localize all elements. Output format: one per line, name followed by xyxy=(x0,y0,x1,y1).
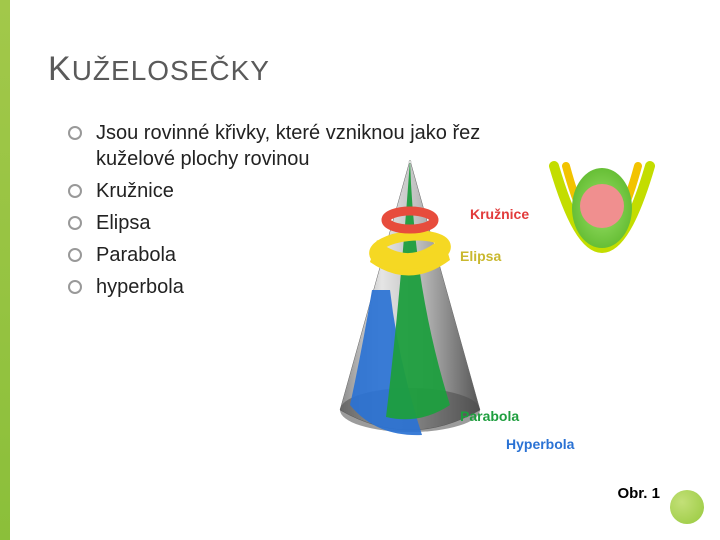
label-elipsa: Elipsa xyxy=(460,248,501,264)
corner-decoration-icon xyxy=(670,490,704,524)
conic-sections-diagram: Kružnice Elipsa Parabola Hyperbola xyxy=(310,150,670,470)
title-rest: UŽELOSEČKY xyxy=(72,55,270,86)
bullet-icon xyxy=(68,184,82,198)
title-first-letter: K xyxy=(48,50,72,88)
bullet-text: hyperbola xyxy=(96,274,184,300)
bullet-text: Elipsa xyxy=(96,210,150,236)
bullet-text: Kružnice xyxy=(96,178,174,204)
bullet-icon xyxy=(68,248,82,262)
figure-caption: Obr. 1 xyxy=(617,485,660,502)
label-parabola: Parabola xyxy=(460,408,519,424)
left-accent-border xyxy=(0,0,10,540)
bullet-icon xyxy=(68,126,82,140)
bullet-text: Parabola xyxy=(96,242,176,268)
label-hyperbola: Hyperbola xyxy=(506,436,574,452)
page-title: KUŽELOSEČKY xyxy=(48,50,270,89)
bullet-icon xyxy=(68,216,82,230)
label-kruznice: Kružnice xyxy=(470,206,529,222)
bullet-icon xyxy=(68,280,82,294)
